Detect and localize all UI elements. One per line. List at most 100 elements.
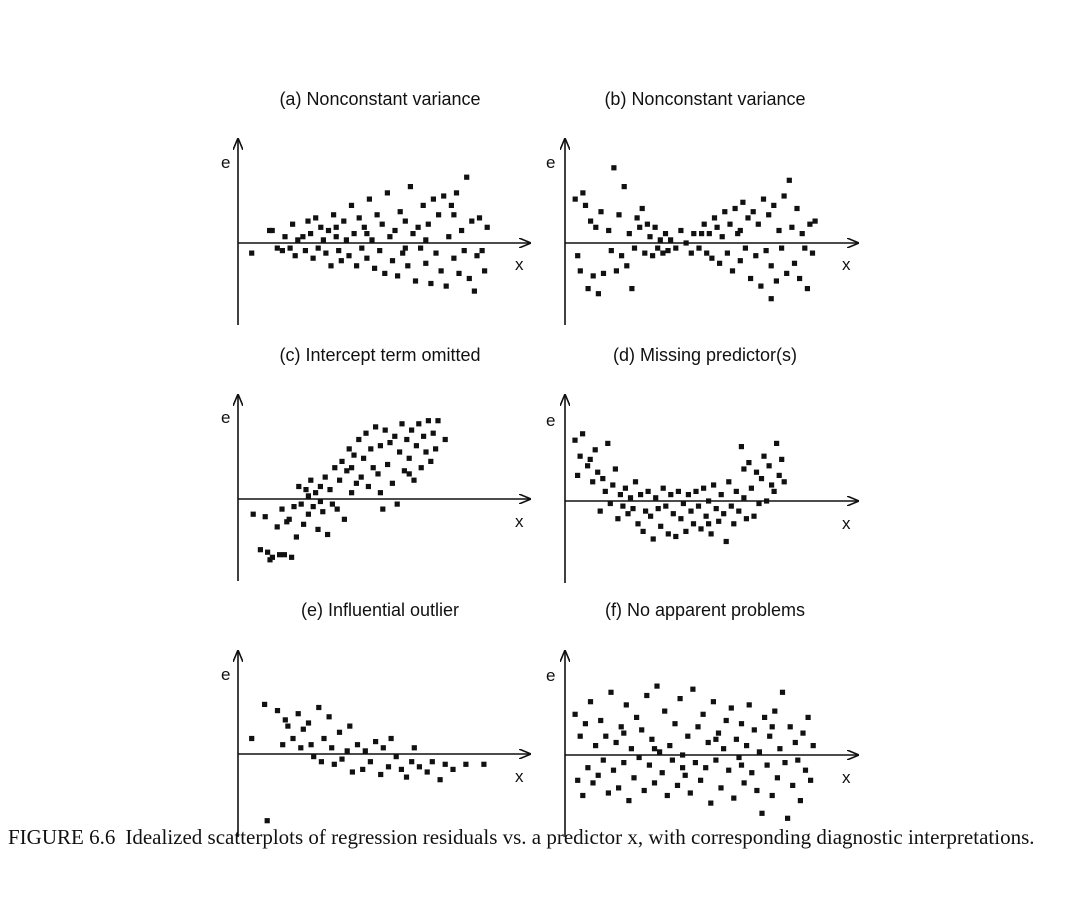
panel-a-point bbox=[402, 245, 408, 251]
panel-d-point bbox=[660, 485, 666, 491]
panel-d-point bbox=[781, 479, 787, 485]
panel-e-point bbox=[354, 742, 361, 748]
panel-f-point bbox=[749, 770, 755, 776]
panel-a-point bbox=[356, 215, 362, 221]
panel-d-point bbox=[640, 528, 646, 534]
panel-a-point bbox=[364, 231, 370, 237]
panel-e-point bbox=[347, 723, 353, 729]
panel-d-point bbox=[602, 488, 608, 494]
panel-b-point bbox=[616, 212, 622, 218]
panel-f-point bbox=[715, 730, 722, 736]
panel-d-point bbox=[610, 482, 616, 488]
panel-a-x-label: x bbox=[515, 255, 524, 274]
panel-d-point bbox=[680, 500, 686, 507]
panel-b-point bbox=[595, 291, 601, 297]
panel-c-point bbox=[349, 465, 355, 471]
panel-c-point bbox=[329, 501, 335, 507]
panel-c-point bbox=[377, 443, 383, 449]
panel-d-point bbox=[658, 523, 664, 529]
panel-c-point bbox=[353, 480, 359, 486]
panel-b-point bbox=[763, 248, 769, 254]
panel-a-point bbox=[366, 196, 372, 202]
panel-b-point bbox=[729, 268, 736, 274]
panel-d-point bbox=[678, 516, 684, 522]
panel-f-point bbox=[649, 736, 655, 742]
panel-a-point bbox=[369, 237, 375, 243]
figure-caption-text: Idealized scatterplots of regression res… bbox=[125, 825, 1035, 849]
panel-f-point bbox=[726, 767, 732, 773]
panel-a-point bbox=[423, 260, 429, 266]
panel-b-point bbox=[611, 165, 617, 171]
panel-f-point bbox=[651, 746, 658, 752]
panel-a-point bbox=[336, 248, 342, 254]
panel-f-point bbox=[713, 757, 719, 763]
panel-a-point bbox=[292, 253, 298, 259]
panel-f-point bbox=[759, 810, 765, 816]
panel-e-point bbox=[463, 761, 469, 767]
panel-c-point bbox=[262, 514, 268, 520]
panel-a-point bbox=[300, 234, 306, 240]
panel-c-point bbox=[411, 477, 417, 483]
panel-e-point bbox=[282, 717, 288, 723]
panel-b-point bbox=[755, 221, 761, 227]
panel-c-point bbox=[442, 436, 448, 443]
panel-a: (a) Nonconstant variance e x bbox=[221, 89, 530, 325]
panel-a-point bbox=[402, 218, 408, 224]
panel-c-point bbox=[301, 521, 307, 527]
panel-d-point bbox=[605, 440, 611, 446]
panel-a-point bbox=[361, 224, 367, 230]
panel-f-point bbox=[738, 721, 745, 727]
panel-a-point bbox=[461, 248, 467, 254]
panel-f-point bbox=[769, 724, 775, 730]
panel-a-point bbox=[325, 227, 332, 234]
panel-a-point bbox=[418, 245, 424, 251]
panel-e-point bbox=[329, 745, 335, 751]
panel-f-point bbox=[810, 743, 816, 749]
panel-a-point bbox=[441, 193, 447, 199]
panel-b-point bbox=[575, 253, 581, 259]
panel-e-point bbox=[349, 769, 355, 775]
panel-b-point bbox=[732, 205, 738, 212]
panel-c-point bbox=[373, 424, 379, 430]
panel-e-point bbox=[362, 748, 368, 754]
panel-a-point bbox=[410, 231, 416, 237]
panel-f-point bbox=[800, 730, 806, 736]
panel-e-point bbox=[380, 745, 386, 751]
panel-c-point bbox=[387, 440, 393, 446]
panel-d-point bbox=[726, 479, 732, 485]
panel-a-point bbox=[338, 258, 344, 264]
panel-c-point bbox=[274, 524, 280, 530]
panel-e-point bbox=[403, 774, 410, 780]
panel-a-point bbox=[374, 212, 380, 218]
panel-a-point bbox=[446, 234, 452, 240]
panel-c-point bbox=[435, 418, 441, 424]
panel-c-point bbox=[320, 509, 326, 515]
panel-a-point bbox=[331, 212, 337, 218]
panel-f-point bbox=[672, 721, 678, 727]
panel-a-point bbox=[274, 245, 280, 251]
panel-a-point bbox=[425, 221, 431, 227]
panel-f-point bbox=[616, 785, 622, 791]
panel-f-point bbox=[772, 708, 778, 714]
panel-b-point bbox=[786, 177, 792, 183]
panel-b-point bbox=[634, 215, 640, 221]
panel-b-point bbox=[660, 250, 666, 256]
panel-a-point bbox=[364, 255, 370, 261]
panel-d-point bbox=[718, 492, 724, 498]
panel-a-point bbox=[249, 250, 255, 256]
panel-a-point bbox=[400, 250, 406, 256]
panel-c-point bbox=[375, 471, 381, 477]
panel-a-point bbox=[282, 234, 288, 240]
panel-d-point bbox=[766, 463, 772, 469]
panel-c-x-label: x bbox=[515, 512, 524, 531]
panel-b-point bbox=[766, 212, 772, 218]
panel-c-point bbox=[346, 446, 352, 452]
panel-a-point bbox=[459, 227, 465, 234]
panel-b-point bbox=[773, 278, 779, 284]
panel-e-point bbox=[393, 754, 399, 760]
panel-e-point bbox=[437, 777, 443, 783]
panel-f-point bbox=[728, 705, 734, 711]
panel-b-point bbox=[665, 248, 671, 254]
panel-f-point bbox=[654, 683, 660, 689]
panel-f-point bbox=[718, 785, 724, 791]
